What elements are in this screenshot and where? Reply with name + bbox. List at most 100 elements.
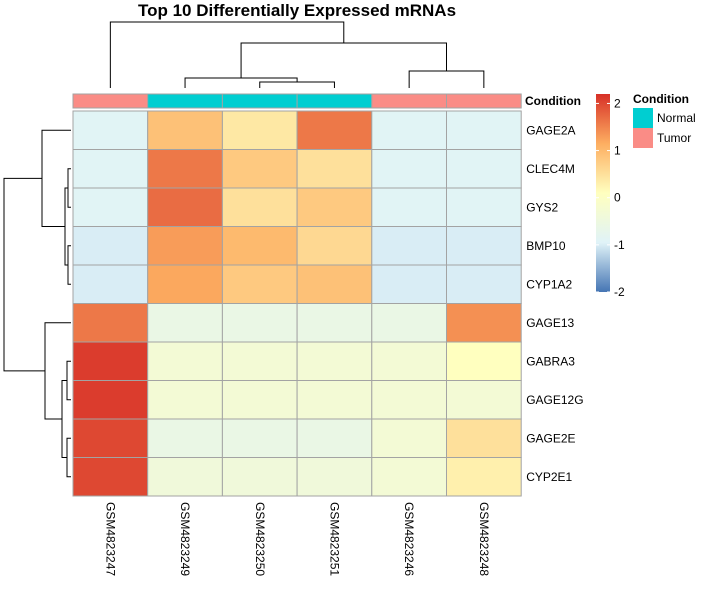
annotation-cell [147, 93, 223, 109]
heatmap-cell [371, 264, 447, 304]
heatmap-cell [371, 380, 447, 420]
heatmap-cell [221, 380, 298, 420]
heatmap-cell [72, 303, 149, 343]
row-label: CYP1A2 [526, 277, 572, 291]
heatmap-cell [446, 149, 522, 189]
annotation-cell [72, 93, 149, 109]
condition-legend-label: Tumor [657, 131, 691, 145]
annotation-bar-label: Condition [525, 94, 581, 108]
heatmap-cell [371, 149, 447, 189]
heatmap-cell [147, 341, 223, 381]
row-label: GAGE2E [526, 431, 575, 445]
dendro-branch [3, 177, 45, 372]
dendro-branch [66, 360, 71, 401]
row-label: GAGE13 [526, 316, 574, 330]
color-scale-bar [596, 94, 610, 292]
heatmap-cell [72, 418, 149, 458]
heatmap-cell [221, 187, 298, 227]
heatmap-cell [147, 457, 223, 497]
heatmap-cell [147, 226, 223, 266]
heatmap-cell [296, 418, 373, 458]
heatmap-cell [147, 303, 223, 343]
heatmap-cell [446, 226, 522, 266]
dendro-branch [184, 77, 298, 88]
dendro-branch [259, 81, 335, 88]
color-scale-tick-label: 1 [614, 144, 621, 158]
heatmap-cell [147, 264, 223, 304]
column-label: GSM4823251 [327, 502, 341, 576]
heatmap-cell [296, 264, 373, 304]
heatmap-cell [296, 303, 373, 343]
row-label: CLEC4M [526, 162, 575, 176]
heatmap-cell [296, 226, 373, 266]
heatmap-cell [147, 187, 223, 227]
heatmap-cell [72, 457, 149, 497]
column-label: GSM4823249 [178, 502, 192, 576]
heatmap-cell [221, 303, 298, 343]
dendro-branch [61, 380, 67, 458]
dendro-branch [41, 129, 71, 227]
condition-legend: Condition Normal Tumor [633, 92, 696, 148]
heatmap-cell [446, 264, 522, 304]
annotation-cell [221, 93, 298, 109]
heatmap-cell [446, 418, 522, 458]
heatmap-cell [371, 418, 447, 458]
annotation-cell [371, 93, 447, 109]
heatmap-cell [72, 226, 149, 266]
column-label: GSM4823250 [253, 502, 267, 576]
row-label: GYS2 [526, 200, 558, 214]
heatmap-cell [147, 380, 223, 420]
heatmap-cell [221, 264, 298, 304]
heatmap-cell [221, 457, 298, 497]
heatmap-cell [371, 341, 447, 381]
dendro-branch [67, 245, 71, 285]
heatmap-cell [72, 149, 149, 189]
heatmap-cell [446, 380, 522, 420]
heatmap-cell [72, 380, 149, 420]
heatmap-cell [296, 380, 373, 420]
heatmap-cell [147, 149, 223, 189]
heatmap-cell [446, 341, 522, 381]
heatmap-cell [446, 110, 522, 150]
heatmap-cell [371, 457, 447, 497]
heatmap-cell [371, 187, 447, 227]
heatmap-cell [147, 110, 223, 150]
heatmap-cell [296, 149, 373, 189]
dendro-branch [109, 21, 345, 88]
heatmap-cell [371, 303, 447, 343]
row-label: GAGE2A [526, 123, 575, 137]
condition-legend-title: Condition [633, 92, 689, 106]
dendro-branch [240, 42, 447, 78]
row-dendrogram [3, 129, 71, 478]
color-scale-legend: 2 1 0 -1 -2 [596, 94, 625, 299]
row-labels: GAGE2A CLEC4M GYS2 BMP10 CYP1A2 GAGE13 GABRA3 G… [526, 123, 583, 484]
heatmap-cell [221, 341, 298, 381]
color-scale-tick-label: -2 [614, 285, 625, 299]
dendro-branch [408, 70, 485, 88]
heatmap-cell [72, 264, 149, 304]
dendro-branch [66, 437, 71, 478]
heatmap-cell [221, 418, 298, 458]
column-dendrogram [109, 21, 485, 88]
heatmap-cell [371, 110, 447, 150]
heatmap-cell [221, 149, 298, 189]
color-scale-tick-label: -1 [614, 238, 625, 252]
heatmap-cell [221, 110, 298, 150]
condition-legend-swatch [633, 128, 653, 148]
heatmap-cell [371, 226, 447, 266]
heatmap-cell [296, 187, 373, 227]
row-label: GABRA3 [526, 354, 575, 368]
heatmap-cell [296, 110, 373, 150]
heatmap-cell [72, 187, 149, 227]
column-labels: GSM4823247 GSM4823249 GSM4823250 GSM4823251… [103, 502, 491, 576]
annotation-cell [296, 93, 373, 109]
heatmap-cell [147, 418, 223, 458]
dendro-branch [67, 168, 71, 208]
heatmap-cell [446, 187, 522, 227]
heatmap-cell [296, 341, 373, 381]
heatmap-cell [446, 457, 522, 497]
condition-annotation-bar [72, 93, 522, 109]
column-label: GSM4823246 [402, 502, 416, 576]
row-label: GAGE12G [526, 393, 583, 407]
row-label: CYP2E1 [526, 470, 572, 484]
